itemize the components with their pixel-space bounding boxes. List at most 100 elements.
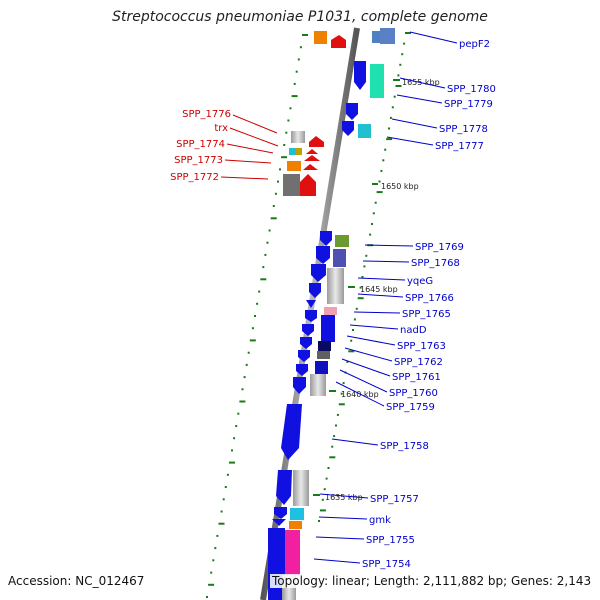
gene-arrow[interactable] [306, 300, 316, 308]
gene-box[interactable] [318, 341, 331, 351]
gene-arrow[interactable] [316, 246, 330, 264]
gene-box[interactable] [285, 530, 300, 575]
gene-arrow[interactable] [306, 149, 318, 154]
gene-label-SPP_1761[interactable]: SPP_1761 [392, 372, 441, 383]
gene-arrow[interactable] [305, 310, 317, 322]
gene-arrow[interactable] [354, 61, 366, 90]
gene-arrow[interactable] [281, 404, 302, 460]
gene-label-SPP_1765[interactable]: SPP_1765 [402, 309, 451, 320]
gene-arrow[interactable] [309, 136, 324, 147]
tick-mark [243, 376, 246, 379]
gene-label-nadD[interactable]: nadD [400, 325, 427, 336]
kbp-label: 1645 kbp [360, 285, 398, 294]
tick-mark [359, 286, 362, 289]
tick-mark [285, 131, 288, 134]
tick-mark [281, 156, 288, 159]
gene-label-pepF2[interactable]: pepF2 [459, 39, 490, 50]
gene-box[interactable] [327, 268, 344, 304]
tick-mark [363, 265, 366, 268]
tick-mark [403, 42, 406, 45]
gene-arrow[interactable] [298, 350, 310, 362]
gene-box[interactable] [293, 470, 309, 506]
gene-label-SPP_1763[interactable]: SPP_1763 [397, 341, 446, 352]
gene-box[interactable] [317, 351, 330, 359]
tick-mark [220, 510, 223, 513]
left-gene-labels [220, 114, 279, 180]
gene-label-gmk[interactable]: gmk [369, 515, 391, 526]
tick-mark [241, 388, 244, 391]
gene-label-SPP_1762[interactable]: SPP_1762 [394, 357, 443, 368]
gene-label-SPP_1776[interactable]: SPP_1776 [182, 109, 231, 120]
gene-label-SPP_1759[interactable]: SPP_1759 [386, 402, 435, 413]
gene-box[interactable] [289, 521, 302, 529]
gene-box[interactable] [358, 124, 371, 138]
tick-mark [258, 290, 261, 293]
gene-arrow[interactable] [272, 519, 286, 526]
gene-arrow[interactable] [304, 155, 320, 161]
tick-mark [222, 498, 225, 501]
gene-arrow[interactable] [296, 364, 308, 376]
tick-mark [268, 229, 271, 232]
gene-box[interactable] [380, 28, 395, 44]
gene-label-SPP_1779[interactable]: SPP_1779 [444, 99, 493, 110]
gene-box[interactable] [296, 148, 302, 155]
gene-arrow[interactable] [293, 377, 306, 394]
gene-label-yqeG[interactable]: yqeG [407, 276, 433, 287]
gene-arrow[interactable] [303, 164, 318, 170]
gene-box[interactable] [315, 361, 328, 374]
gene-label-SPP_1757[interactable]: SPP_1757 [370, 494, 419, 505]
tick-mark [212, 559, 215, 562]
gene-arrow[interactable] [274, 507, 287, 519]
gene-label-SPP_1768[interactable]: SPP_1768 [411, 258, 460, 269]
gene-box[interactable] [335, 235, 349, 247]
gene-box[interactable] [370, 64, 384, 98]
gene-arrow[interactable] [300, 174, 316, 196]
gene-label-SPP_1772[interactable]: SPP_1772 [170, 172, 219, 183]
gene-arrow[interactable] [309, 283, 321, 298]
gene-label-SPP_1780[interactable]: SPP_1780 [447, 84, 496, 95]
gene-label-SPP_1773[interactable]: SPP_1773 [174, 155, 223, 166]
gene-box[interactable] [287, 161, 301, 171]
tick-mark [287, 119, 290, 122]
gene-label-SPP_1755[interactable]: SPP_1755 [366, 535, 415, 546]
tick-mark [266, 241, 269, 244]
gene-label-SPP_1774[interactable]: SPP_1774 [176, 139, 225, 150]
gene-box[interactable] [372, 31, 380, 43]
gene-label-SPP_1760[interactable]: SPP_1760 [389, 388, 438, 399]
gene-box[interactable] [289, 148, 296, 155]
gene-label-SPP_1758[interactable]: SPP_1758 [380, 441, 429, 452]
gene-box[interactable] [314, 31, 327, 44]
gene-label-SPP_1777[interactable]: SPP_1777 [435, 141, 484, 152]
gene-arrow[interactable] [346, 103, 358, 120]
tick-mark [365, 254, 368, 257]
tick-mark [297, 58, 300, 61]
gene-label-SPP_1766[interactable]: SPP_1766 [405, 293, 454, 304]
tick-mark [293, 82, 296, 85]
kbp-label: 1635 kbp [325, 493, 363, 502]
gene-arrow[interactable] [311, 264, 326, 282]
tick-mark [224, 486, 227, 488]
gene-label-SPP_1778[interactable]: SPP_1778 [439, 124, 488, 135]
kbp-label: 1650 kbp [381, 182, 419, 191]
gene-arrow[interactable] [331, 35, 346, 48]
gene-arrow[interactable] [342, 121, 354, 136]
gene-box[interactable] [310, 374, 326, 396]
tick-mark [231, 449, 233, 452]
gene-label-SPP_1754[interactable]: SPP_1754 [362, 559, 411, 570]
gene-arrow[interactable] [300, 337, 312, 349]
gene-box[interactable] [291, 131, 305, 143]
gene-box[interactable] [333, 249, 346, 267]
tick-mark [214, 547, 217, 550]
gene-box[interactable] [321, 315, 335, 342]
gene-arrow[interactable] [320, 231, 332, 246]
gene-arrow[interactable] [276, 470, 292, 505]
gene-box[interactable] [324, 307, 337, 315]
kbp-label: 1640 kbp [341, 390, 379, 399]
gene-label-trx[interactable]: trx [214, 123, 228, 134]
gene-box[interactable] [290, 508, 304, 520]
gene-box[interactable] [283, 174, 300, 196]
gene-label-SPP_1769[interactable]: SPP_1769 [415, 242, 464, 253]
tick-mark [229, 461, 235, 464]
gene-arrow[interactable] [302, 324, 314, 336]
